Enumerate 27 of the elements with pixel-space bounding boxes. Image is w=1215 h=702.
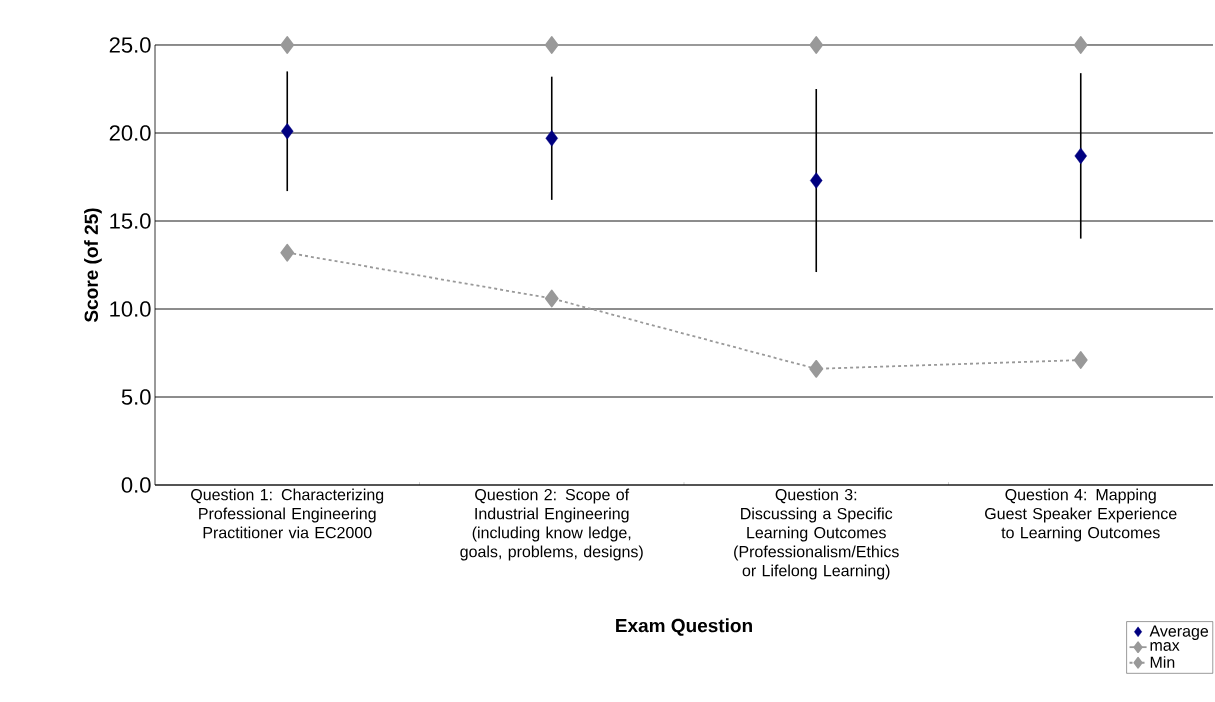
point [545, 130, 558, 147]
y-axis-title: Score (of 25) [84, 208, 102, 322]
legend-label: max [1150, 642, 1180, 651]
x-tick-label: Question 3: Discussing a Specific Learning Outcomes (Professionalism/Ethics or Lifelong Learning) [734, 488, 899, 580]
point [1073, 36, 1088, 54]
y-tick-label: 20.0 [109, 125, 151, 141]
point [809, 359, 824, 378]
y-tick-label: 15.0 [110, 213, 151, 229]
point [544, 36, 559, 54]
legend-label: Min [1150, 656, 1175, 668]
y-tick-label: 0.0 [121, 477, 151, 493]
point [280, 36, 295, 54]
point [281, 123, 294, 140]
point [809, 36, 824, 54]
legend-label: Average [1149, 625, 1209, 640]
y-tick-label: 25.0 [109, 37, 151, 53]
x-tick-label: Question 4: Mapping Guest Speaker Experience to Learning Outcomes [985, 488, 1177, 542]
point [1074, 147, 1087, 165]
point [810, 172, 823, 189]
y-tick-label: 10.0 [110, 301, 151, 317]
x-axis-title: Exam Question [616, 618, 752, 636]
x-tick-label: Question 2: Scope of Industrial Engineering (including know ledge, goals, problems, designs) [460, 488, 643, 561]
y-tick-label: 5.0 [121, 389, 151, 405]
x-tick-label: Question 1: Characterizing Professional Engineering Practitioner via EC2000 [191, 488, 384, 539]
point [1073, 351, 1088, 369]
point [544, 289, 559, 308]
point [280, 243, 295, 262]
